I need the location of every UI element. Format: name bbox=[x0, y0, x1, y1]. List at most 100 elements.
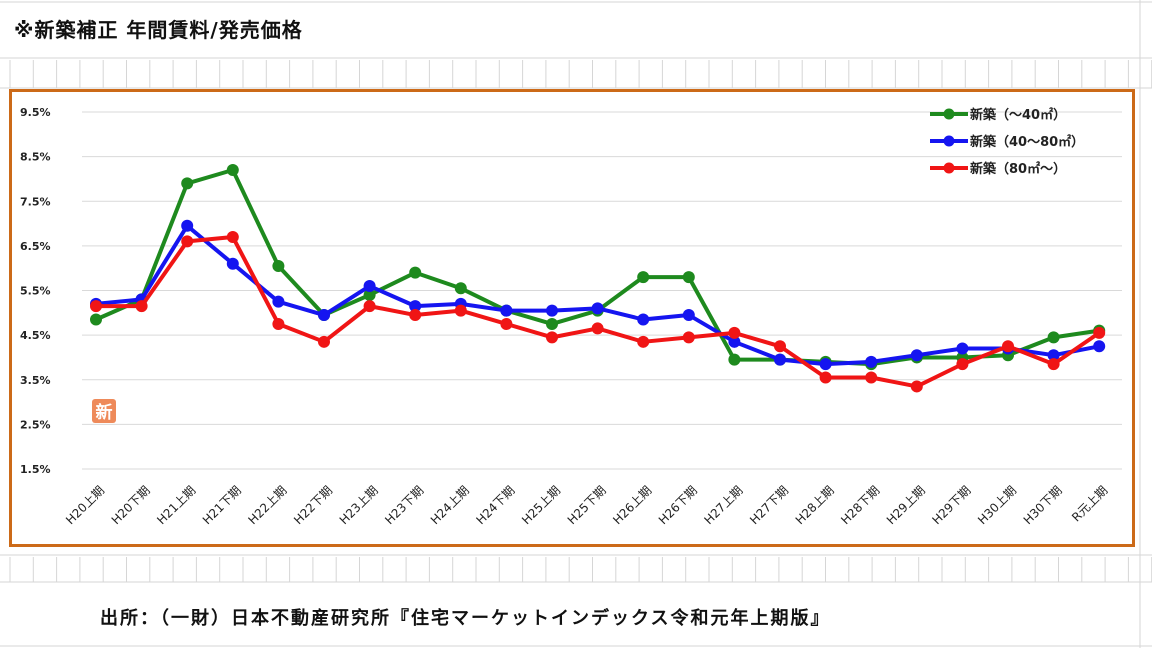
data-point bbox=[910, 349, 923, 362]
x-tick-label: H24下期 bbox=[473, 483, 517, 527]
new-badge-label: 新 bbox=[96, 402, 113, 423]
y-tick-label: 6.5% bbox=[20, 240, 51, 253]
x-tick-label: H25上期 bbox=[519, 483, 563, 527]
x-tick-label: H20上期 bbox=[63, 483, 107, 527]
series-1 bbox=[90, 164, 1106, 371]
data-point bbox=[682, 271, 695, 284]
data-point bbox=[226, 257, 239, 270]
data-point bbox=[728, 353, 741, 366]
data-point bbox=[1047, 358, 1060, 371]
x-tick-label: H26下期 bbox=[656, 483, 700, 527]
line-chart: 9.5% 8.5% 7.5% 6.5% 5.5% 4.5% 3.5% 2.5% 1.5% H20… bbox=[20, 106, 1122, 527]
legend-label: 新築（～40㎡） bbox=[970, 107, 1066, 123]
data-point bbox=[774, 353, 786, 366]
y-tick-label: 9.5% bbox=[20, 106, 51, 119]
data-point bbox=[90, 313, 102, 326]
data-point bbox=[546, 331, 558, 344]
x-tick-label: H24上期 bbox=[428, 483, 472, 527]
data-point bbox=[910, 380, 923, 393]
x-tick-label: H29下期 bbox=[929, 483, 973, 527]
data-point bbox=[819, 358, 832, 371]
x-tick-label: H27下期 bbox=[747, 483, 791, 527]
y-tick-label: 8.5% bbox=[20, 151, 51, 164]
x-tick-label: H21下期 bbox=[200, 483, 244, 527]
new-badge: 新 bbox=[92, 399, 116, 423]
data-point bbox=[637, 271, 650, 284]
data-point bbox=[135, 300, 148, 313]
data-point bbox=[318, 335, 330, 348]
chart-frame: 9.5% 8.5% 7.5% 6.5% 5.5% 4.5% 3.5% 2.5% 1.5% H20… bbox=[9, 89, 1135, 547]
data-point bbox=[454, 282, 467, 295]
data-point bbox=[591, 302, 604, 315]
data-point bbox=[819, 371, 832, 384]
page-title: ※新築補正 年間賃料/発売価格 bbox=[14, 18, 303, 42]
data-point bbox=[363, 288, 376, 301]
gridlines bbox=[82, 111, 1122, 470]
data-point bbox=[181, 219, 194, 232]
legend-marker bbox=[943, 108, 955, 120]
legend-label: 新築（80㎡～） bbox=[970, 161, 1066, 177]
data-point bbox=[272, 259, 285, 272]
x-tick-label: H29上期 bbox=[884, 483, 928, 527]
data-point bbox=[546, 317, 558, 330]
data-point bbox=[181, 235, 194, 248]
data-point bbox=[682, 331, 695, 344]
data-point bbox=[682, 309, 695, 322]
data-point bbox=[500, 317, 513, 330]
y-tick-label: 1.5% bbox=[20, 463, 51, 476]
legend-marker bbox=[943, 162, 955, 174]
legend-label: 新築（40～80㎡） bbox=[970, 134, 1084, 150]
data-point bbox=[956, 342, 969, 355]
data-point bbox=[591, 322, 604, 335]
legend-item: 新築（80㎡～） bbox=[930, 161, 1066, 177]
series-3 bbox=[90, 230, 1106, 393]
x-tick-label: H25下期 bbox=[565, 483, 609, 527]
y-tick-label: 5.5% bbox=[20, 285, 51, 298]
x-tick-label: H30上期 bbox=[975, 483, 1019, 527]
data-point bbox=[774, 340, 786, 353]
data-point bbox=[409, 266, 422, 279]
data-point bbox=[272, 317, 285, 330]
data-point bbox=[500, 304, 513, 317]
data-point bbox=[272, 295, 285, 308]
y-tick-label: 2.5% bbox=[20, 418, 51, 431]
x-tick-label: H23下期 bbox=[382, 483, 426, 527]
source-note: 出所：（一財）日本不動産研究所『住宅マーケットインデックス令和元年上期版』 bbox=[100, 608, 831, 629]
x-tick-label: H28上期 bbox=[793, 483, 837, 527]
data-point bbox=[546, 304, 558, 317]
data-point bbox=[1047, 331, 1060, 344]
data-point bbox=[728, 326, 741, 339]
legend: 新築（～40㎡） 新築（40～80㎡） 新築（80㎡～） bbox=[930, 107, 1084, 177]
x-tick-label: H27上期 bbox=[701, 483, 745, 527]
data-point bbox=[409, 309, 422, 322]
series-2 bbox=[90, 219, 1106, 371]
legend-item: 新築（40～80㎡） bbox=[930, 134, 1084, 150]
data-point bbox=[865, 371, 878, 384]
x-tick-label: H22下期 bbox=[291, 483, 335, 527]
x-tick-label: R元上期 bbox=[1069, 483, 1110, 524]
legend-marker bbox=[943, 135, 955, 147]
data-point bbox=[226, 164, 239, 177]
data-point bbox=[1093, 340, 1106, 353]
data-point bbox=[409, 300, 422, 313]
series-layer bbox=[90, 164, 1106, 393]
data-point bbox=[865, 355, 878, 368]
x-tick-label: H28下期 bbox=[838, 483, 882, 527]
data-point bbox=[454, 304, 467, 317]
data-point bbox=[363, 280, 376, 293]
x-tick-label: H23上期 bbox=[337, 483, 381, 527]
x-tick-label: H30下期 bbox=[1021, 483, 1065, 527]
data-point bbox=[1002, 340, 1014, 353]
y-tick-label: 7.5% bbox=[20, 195, 51, 208]
x-tick-label: H21上期 bbox=[154, 483, 198, 527]
x-axis-ticks: H20上期 H20下期 H21上期 H21下期 H22上期 H22下期 H23上期 H23下期… bbox=[63, 483, 1110, 527]
x-tick-label: H26上期 bbox=[610, 483, 654, 527]
series-line bbox=[95, 223, 1100, 367]
data-point bbox=[363, 300, 376, 313]
x-tick-label: H20下期 bbox=[109, 483, 153, 527]
data-point bbox=[90, 300, 102, 313]
data-point bbox=[637, 335, 650, 348]
y-tick-label: 4.5% bbox=[20, 329, 51, 342]
data-point bbox=[181, 177, 194, 190]
